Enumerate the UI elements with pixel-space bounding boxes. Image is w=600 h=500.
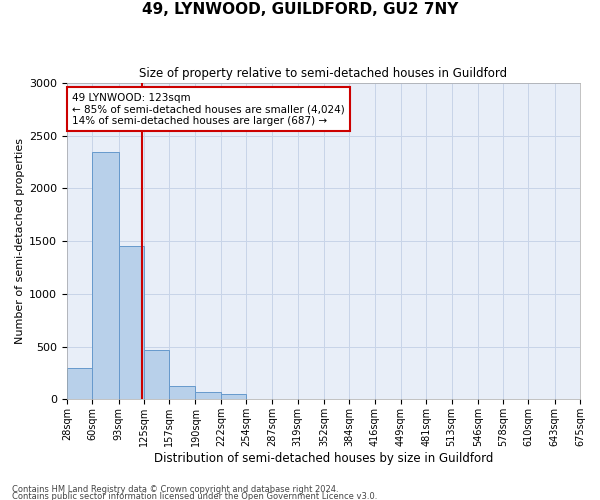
Y-axis label: Number of semi-detached properties: Number of semi-detached properties: [15, 138, 25, 344]
Bar: [67, 368, 92, 400]
Text: 49 LYNWOOD: 123sqm
← 85% of semi-detached houses are smaller (4,024)
14% of semi: 49 LYNWOOD: 123sqm ← 85% of semi-detache…: [72, 92, 345, 126]
Bar: [169, 386, 196, 400]
Bar: [119, 246, 144, 400]
Title: Size of property relative to semi-detached houses in Guildford: Size of property relative to semi-detach…: [139, 68, 508, 80]
X-axis label: Distribution of semi-detached houses by size in Guildford: Distribution of semi-detached houses by …: [154, 452, 493, 465]
Text: 49, LYNWOOD, GUILDFORD, GU2 7NY: 49, LYNWOOD, GUILDFORD, GU2 7NY: [142, 2, 458, 18]
Bar: [196, 392, 221, 400]
Text: Contains public sector information licensed under the Open Government Licence v3: Contains public sector information licen…: [12, 492, 377, 500]
Bar: [92, 152, 119, 400]
Bar: [221, 394, 246, 400]
Bar: [144, 350, 169, 400]
Text: Contains HM Land Registry data © Crown copyright and database right 2024.: Contains HM Land Registry data © Crown c…: [12, 486, 338, 494]
